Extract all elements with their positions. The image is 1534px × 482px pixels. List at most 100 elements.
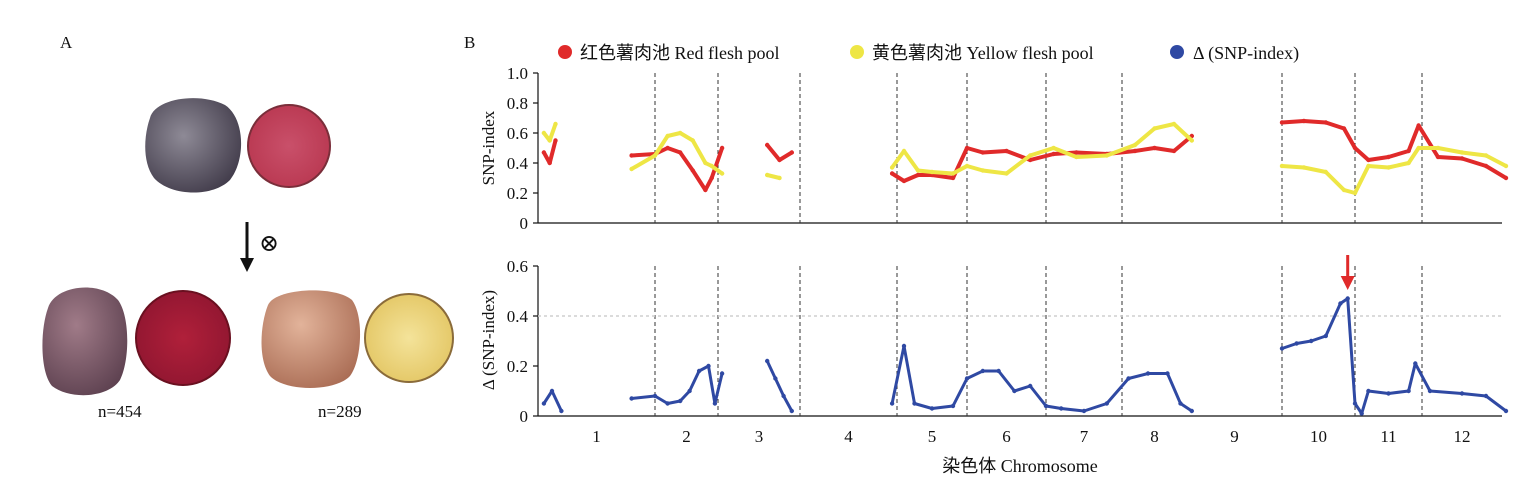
chromosome-label-12: 12: [1454, 427, 1471, 446]
bottom-plot-data-point: [1126, 376, 1131, 381]
top-plot-data-point: [765, 142, 770, 148]
top-plot-ytick-label: 0.8: [507, 94, 528, 113]
peak-arrow: [1340, 255, 1355, 290]
top-plot-data-point: [1386, 154, 1391, 160]
bottom-plot-series-line: [765, 359, 794, 413]
bottom-plot-data-point: [1189, 408, 1195, 414]
yellow-offspring-group: n=289: [261, 290, 454, 421]
parent-tuber-group: [145, 98, 331, 193]
top-plot-data-point: [1459, 156, 1465, 161]
bottom-plot-data-point: [980, 368, 985, 374]
top-plot-data-point: [1341, 126, 1347, 131]
top-plot-data-point: [964, 163, 970, 169]
bottom-plot-ytick-label: 0.6: [507, 257, 528, 276]
top-plot-data-point: [1406, 160, 1411, 166]
bottom-plot-y-ticks: 0 0.2 0.4 0.6: [507, 257, 538, 426]
top-plot-data-point: [915, 172, 921, 178]
top-plot-data-point: [1323, 120, 1329, 125]
top-plot-data-point: [980, 150, 985, 155]
bottom-plot-data-point: [1081, 408, 1087, 414]
bottom-plot-data-point: [1028, 383, 1033, 389]
top-plot-data-point: [1483, 153, 1489, 158]
bottom-plot-data-point: [687, 388, 692, 394]
chromosome-label-11: 11: [1380, 427, 1396, 446]
top-plot-data-point: [719, 171, 725, 176]
chromosome-label-8: 8: [1150, 427, 1159, 446]
top-plot-data-point: [652, 153, 658, 158]
top-plot-y-ticks: 0 0.2 0.4 0.6 0.8 1.0: [507, 64, 538, 233]
legend-marker-delta: [1170, 45, 1184, 59]
top-plot-chromosome-dividers: [654, 73, 1423, 223]
bottom-plot-series: [541, 296, 1509, 416]
bottom-plot-data-point: [1503, 408, 1509, 414]
top-plot-data-point: [950, 175, 956, 181]
top-plot-data-point: [1386, 165, 1391, 170]
top-plot-data-point: [1028, 153, 1033, 158]
chromosome-label-10: 10: [1310, 427, 1327, 446]
bottom-plot-data-point: [1483, 393, 1489, 399]
bottom-plot-data-point: [1012, 388, 1017, 394]
snp-index-plot: SNP-index 0 0.2 0.4 0.6 0.8 1.0: [479, 64, 1509, 233]
bottom-plot-ylabel: Δ (SNP-index): [479, 290, 498, 390]
red-offspring-tuber-flesh: [135, 290, 231, 386]
top-plot-data-point: [1483, 163, 1489, 169]
bottom-plot-data-point: [1345, 296, 1350, 301]
top-plot-data-point: [1004, 148, 1009, 154]
top-plot-data-point: [690, 138, 695, 143]
panel-a: A ⊗ n=454 n=289: [42, 33, 454, 421]
bottom-plot-data-point: [950, 403, 956, 409]
top-plot-ylabel: SNP-index: [479, 110, 498, 185]
top-plot-data-point: [789, 150, 794, 155]
bottom-plot-data-point: [1309, 338, 1314, 344]
top-plot-data-point: [541, 150, 547, 155]
top-plot-series-line: [629, 146, 725, 192]
top-plot-data-point: [1152, 126, 1157, 131]
top-plot-data-point: [777, 157, 782, 163]
bottom-plot-data-point: [1178, 401, 1183, 406]
chromosome-label-9: 9: [1230, 427, 1239, 446]
top-plot-ytick-label: 1.0: [507, 64, 528, 83]
bottom-plot-data-point: [1165, 371, 1170, 376]
top-plot-data-point: [1132, 148, 1138, 154]
top-plot-data-point: [1171, 148, 1177, 154]
legend-marker-yellow-pool: [850, 45, 864, 59]
top-plot-data-point: [1051, 151, 1056, 157]
top-plot-ytick-label: 0.4: [507, 154, 529, 173]
bottom-plot-data-point: [1413, 361, 1418, 366]
chromosome-label-6: 6: [1002, 427, 1011, 446]
bottom-plot-data-point: [1145, 371, 1151, 376]
top-plot-data-point: [719, 145, 725, 151]
chromosome-label-2: 2: [682, 427, 691, 446]
bottom-plot-data-point: [1043, 403, 1049, 409]
chromosome-label-3: 3: [755, 427, 764, 446]
top-plot-data-point: [1028, 157, 1033, 163]
top-plot-data-point: [1435, 154, 1441, 160]
top-plot-series-line: [765, 143, 794, 162]
chromosome-label-1: 1: [592, 427, 601, 446]
legend-label-yellow-pool: 黄色薯肉池 Yellow flesh pool: [872, 43, 1094, 63]
top-plot-data-point: [964, 145, 970, 151]
bottom-plot-data-point: [1366, 388, 1371, 394]
bottom-plot-ytick-label: 0: [520, 407, 529, 426]
top-plot-data-point: [1171, 121, 1177, 127]
bottom-plot-data-point: [773, 376, 778, 381]
top-plot-data-point: [1459, 150, 1465, 155]
top-plot-ytick-label: 0.2: [507, 184, 528, 203]
bottom-plot-data-point: [781, 393, 786, 399]
bottom-plot-data-point: [996, 368, 1001, 374]
top-plot-data-point: [1352, 145, 1358, 151]
top-plot-data-point: [1352, 190, 1358, 196]
bottom-plot-data-point: [1279, 346, 1285, 351]
top-plot-data-point: [629, 166, 634, 172]
red-offspring-count: n=454: [98, 402, 142, 421]
top-plot-ytick-label: 0.6: [507, 124, 528, 143]
top-plot-data-point: [1104, 153, 1110, 158]
bottom-plot-chromosome-dividers: [654, 266, 1423, 416]
top-plot-series: [541, 118, 1509, 196]
legend-label-delta: Δ (SNP-index): [1193, 43, 1299, 64]
bottom-plot-data-point: [1459, 391, 1465, 396]
top-plot-data-point: [1279, 163, 1285, 169]
yellow-offspring-tuber-flesh: [364, 293, 454, 383]
top-plot-data-point: [1435, 145, 1441, 151]
